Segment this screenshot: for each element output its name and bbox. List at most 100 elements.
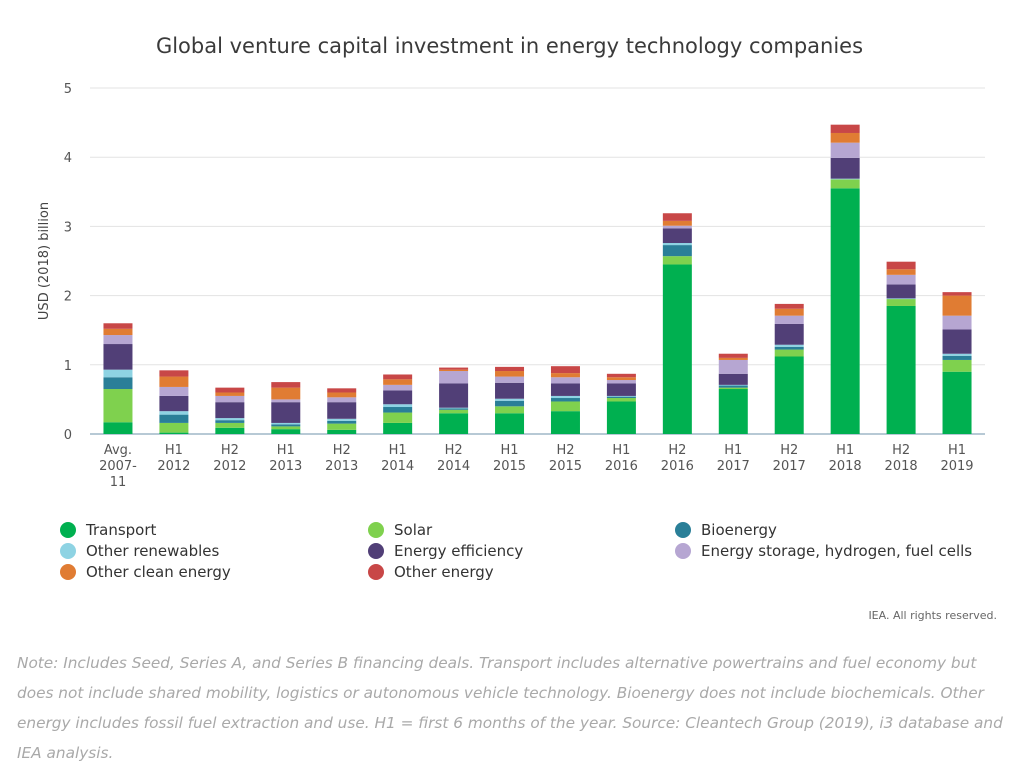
bar-segment <box>662 220 692 226</box>
bar-segment <box>439 367 469 370</box>
bar-segment <box>383 422 413 434</box>
bar-segment <box>159 395 189 412</box>
bar-segment <box>495 413 525 434</box>
bar-segment <box>327 420 357 424</box>
bar-segment <box>830 124 860 133</box>
bar-segment <box>942 359 972 372</box>
bar-segment <box>215 395 245 403</box>
x-tick-label: 2013 <box>325 459 358 474</box>
x-tick-label: Avg. <box>104 443 132 458</box>
x-tick-label: H2 <box>333 443 351 458</box>
bar-segment <box>383 390 413 405</box>
bar-segment <box>718 359 748 374</box>
bar-segment <box>886 261 916 270</box>
x-tick-label: H1 <box>389 443 407 458</box>
legend-label: Other renewables <box>86 542 220 560</box>
bar-segment <box>327 397 357 403</box>
x-tick-label: H2 <box>556 443 574 458</box>
bar-segment <box>327 418 357 421</box>
bar-segment <box>383 379 413 385</box>
x-tick-label: H2 <box>445 443 463 458</box>
y-tick-label: 1 <box>64 359 72 374</box>
bar-segment <box>327 429 357 434</box>
legend-swatch <box>675 543 691 559</box>
bar-segment <box>942 371 972 434</box>
bar-segment <box>774 303 804 309</box>
x-tick-label: H1 <box>165 443 183 458</box>
bar-segment <box>550 373 580 378</box>
x-tick-label: H1 <box>501 443 519 458</box>
x-tick-label: 2017 <box>717 459 750 474</box>
bar-segment <box>495 366 525 372</box>
bar-segment <box>606 395 636 397</box>
x-tick-label: 2017 <box>773 459 806 474</box>
bar-segment <box>383 404 413 408</box>
bar-segment <box>606 377 636 381</box>
y-tick-label: 3 <box>64 220 72 235</box>
bar-segment <box>103 344 133 370</box>
bar-segment <box>550 377 580 384</box>
x-tick-label: H1 <box>836 443 854 458</box>
bar-segment <box>774 356 804 434</box>
x-tick-label: 2015 <box>493 459 526 474</box>
x-tick-label: 2018 <box>829 459 862 474</box>
bar-segment <box>774 315 804 324</box>
legend-swatch <box>368 564 384 580</box>
legend-label: Other clean energy <box>86 563 231 581</box>
y-tick-label: 2 <box>64 290 72 305</box>
bar-segment <box>271 424 301 427</box>
bar-segment <box>495 371 525 377</box>
bar-segment <box>159 370 189 377</box>
bar-segment <box>774 344 804 347</box>
bar-segment <box>550 366 580 374</box>
legend-item-bioenergy: Bioenergy <box>675 521 777 539</box>
x-tick-label: 2012 <box>213 459 246 474</box>
bar-segment <box>606 373 636 378</box>
bar-segment <box>830 178 860 180</box>
x-tick-label: H1 <box>724 443 742 458</box>
bar-segment <box>942 353 972 356</box>
bar-segment <box>271 387 301 400</box>
bar-segment <box>103 422 133 434</box>
x-tick-label: H2 <box>221 443 239 458</box>
bar-segment <box>718 385 748 388</box>
bar-segment <box>662 213 692 221</box>
bar-segment <box>886 269 916 275</box>
bar-segment <box>606 398 636 402</box>
x-tick-label: H1 <box>612 443 630 458</box>
bar-segment <box>830 179 860 189</box>
bar-segment <box>439 371 469 384</box>
bar-segment <box>327 423 357 430</box>
x-tick-label: 2007- <box>99 459 137 474</box>
legend-label: Energy storage, hydrogen, fuel cells <box>701 542 973 560</box>
x-tick-label: H1 <box>948 443 966 458</box>
x-tick-label: 2014 <box>437 459 470 474</box>
legend-swatch <box>675 522 691 538</box>
x-tick-label: H1 <box>277 443 295 458</box>
x-tick-label: 2015 <box>549 459 582 474</box>
bar-segment <box>271 382 301 388</box>
legend: Transport Solar Bioenergy Other renewabl… <box>0 518 1019 588</box>
bar-segment <box>718 387 748 390</box>
bar-segment <box>439 408 469 410</box>
bar-segment <box>271 429 301 434</box>
bar-segment <box>439 409 469 414</box>
bar-segment <box>383 384 413 391</box>
x-tick-label: H2 <box>668 443 686 458</box>
bar-segment <box>271 402 301 423</box>
bar-segment <box>495 382 525 399</box>
bar-segment <box>383 407 413 413</box>
x-tick-label: 2012 <box>157 459 190 474</box>
bar-segment <box>886 299 916 306</box>
bar-segment <box>327 402 357 419</box>
legend-swatch <box>60 543 76 559</box>
bar-segment <box>718 384 748 386</box>
x-tick-label: 2016 <box>661 459 694 474</box>
bar-segment <box>495 376 525 383</box>
bar-segment <box>327 388 357 393</box>
bar-segment <box>662 264 692 434</box>
bar-segment <box>886 298 916 300</box>
bar-segment <box>718 389 748 434</box>
bar-segment <box>774 323 804 345</box>
